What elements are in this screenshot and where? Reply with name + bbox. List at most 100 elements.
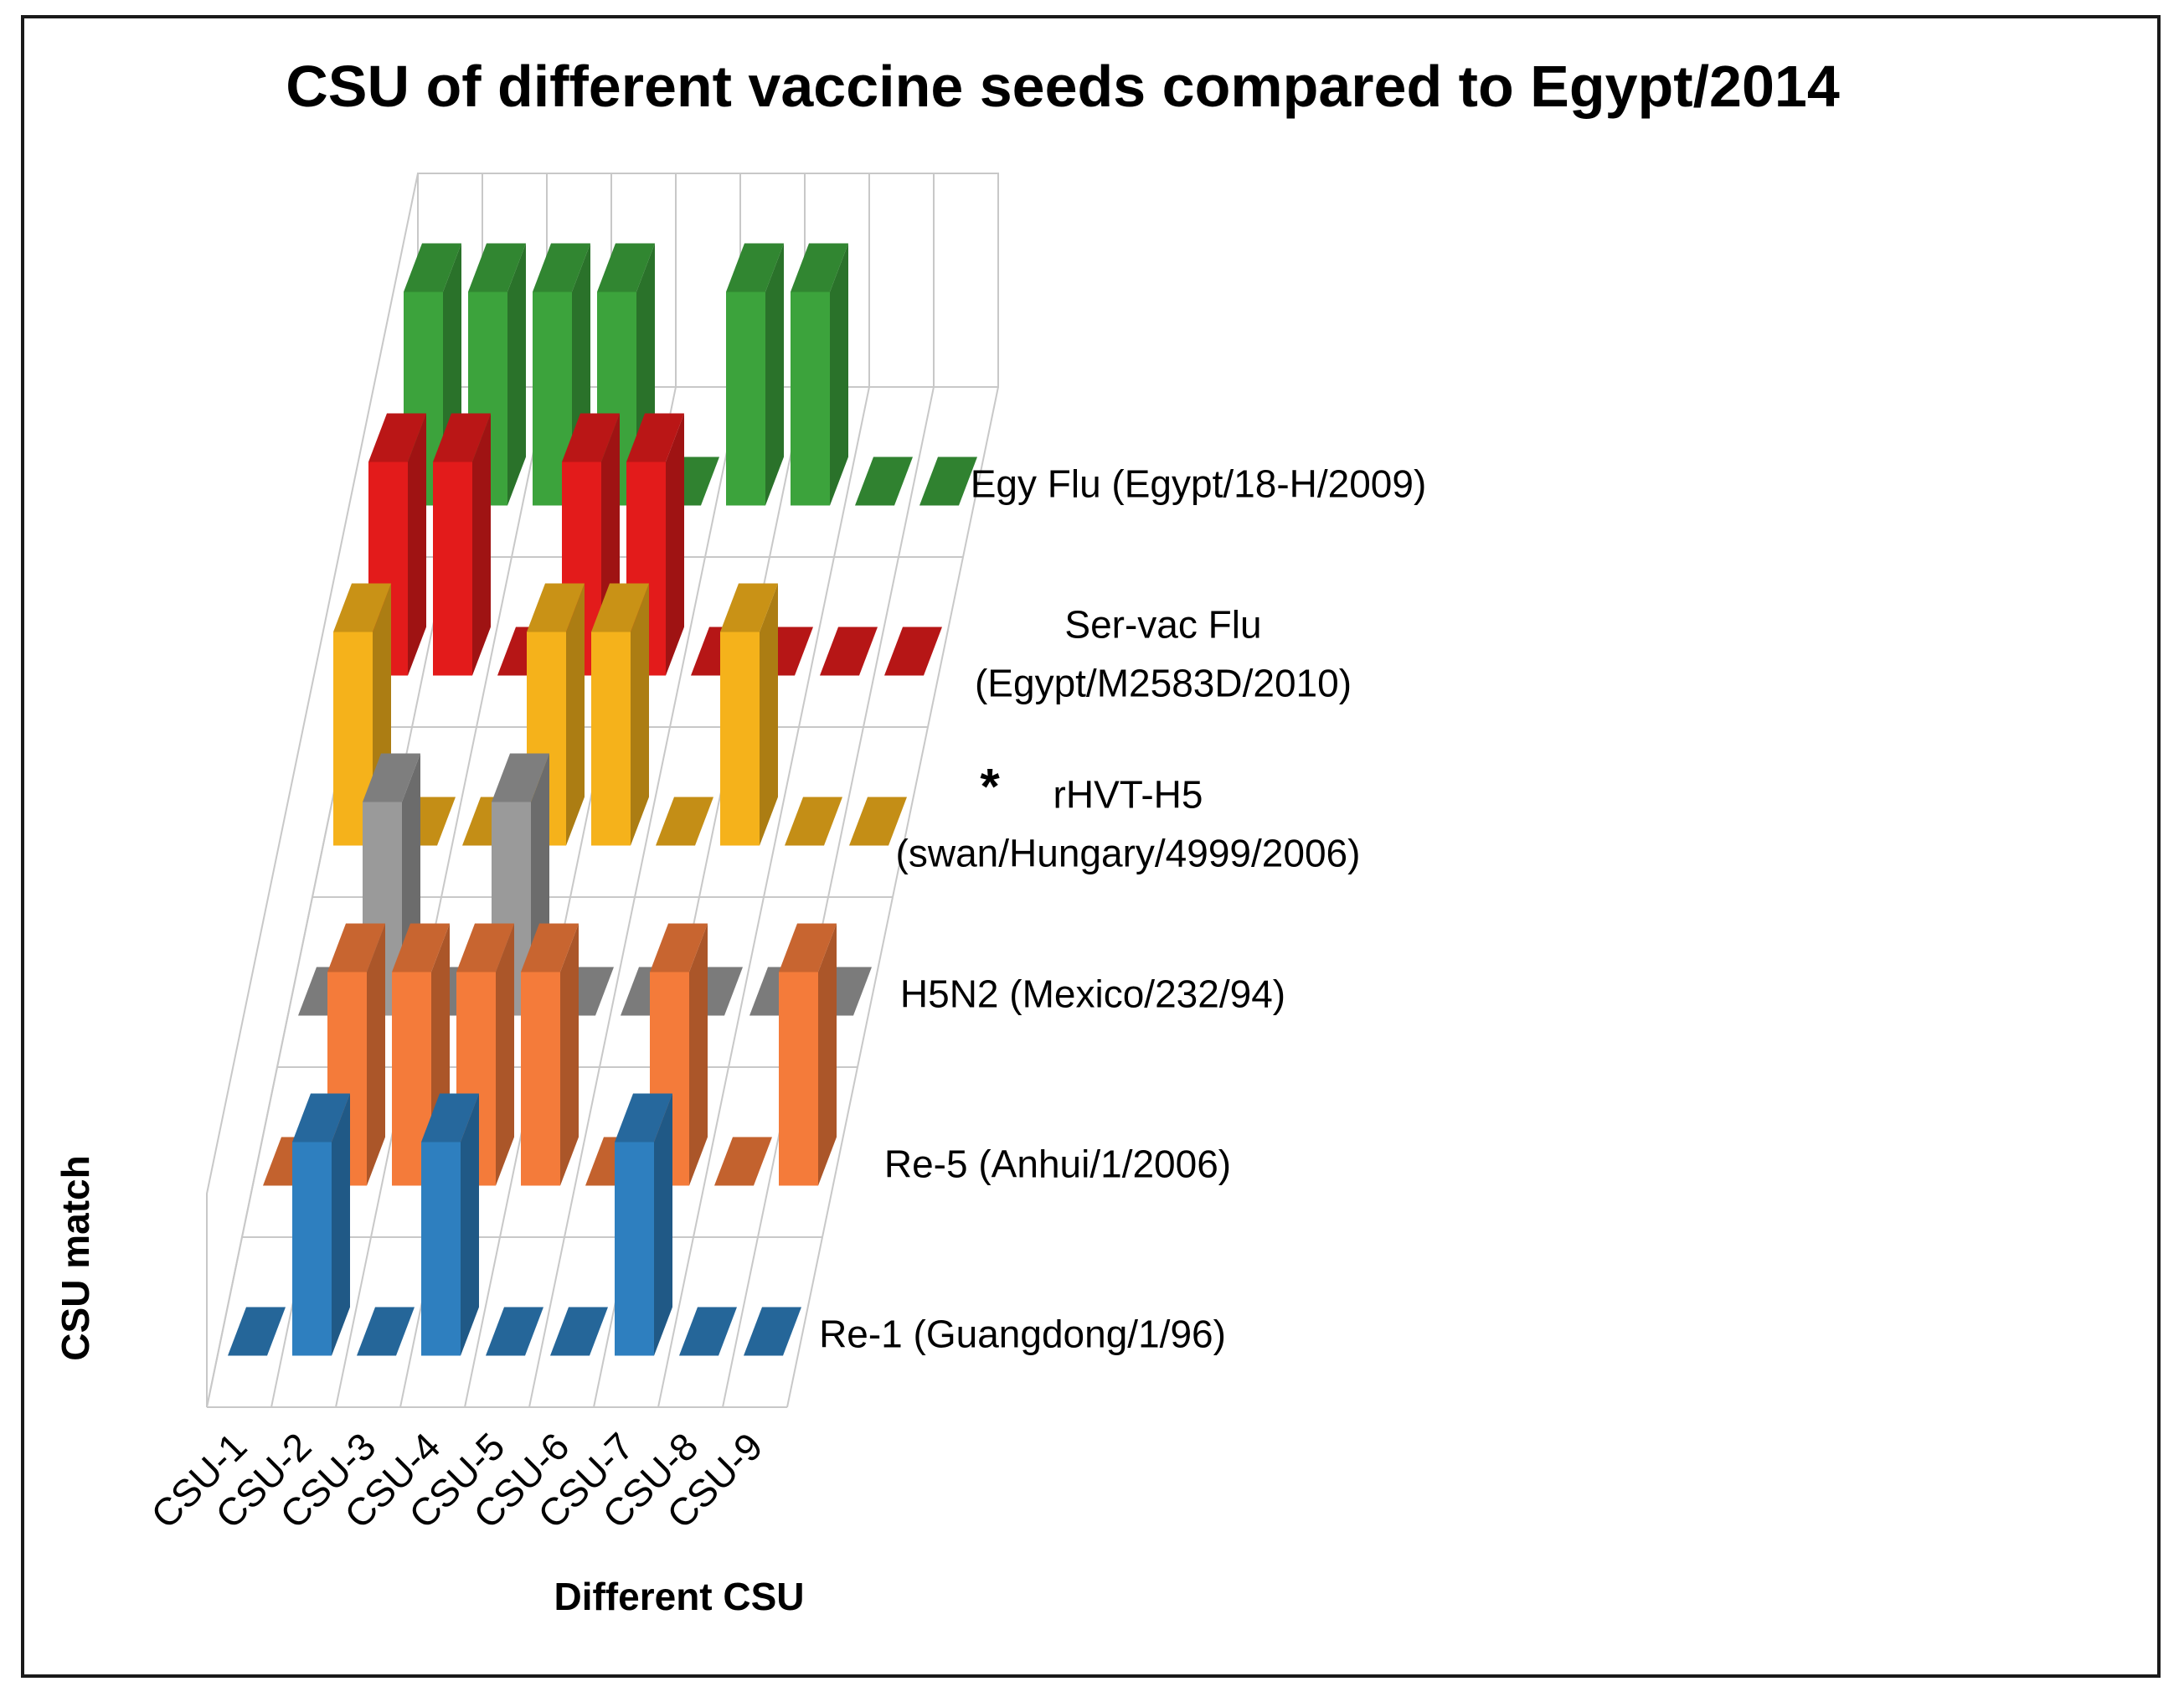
bar-re-1-csu-2: [292, 1093, 350, 1356]
bar-re-5-csu-8: [714, 1137, 772, 1186]
bar-egy-csu-2: [468, 243, 526, 506]
chart-frame: CSU of different vaccine seeds compared …: [21, 15, 2161, 1678]
bar-top: [650, 923, 708, 972]
bar-top: [626, 413, 684, 462]
bar-re-1-csu-4: [421, 1093, 479, 1356]
bar-ser-vac-csu-8: [820, 627, 878, 676]
bar-side: [654, 1093, 672, 1356]
bar-top: [726, 243, 784, 292]
bar-front: [779, 972, 818, 1186]
bar-side: [507, 243, 526, 506]
bar-re-1-csu-1: [228, 1307, 286, 1356]
bar-top: [779, 923, 837, 972]
bar-egy-csu-8: [855, 456, 913, 506]
bar-flat: [486, 1307, 543, 1356]
bar-top: [363, 753, 420, 802]
bar-ser-vac-csu-1: [368, 413, 426, 676]
bar-front: [292, 1142, 332, 1356]
bar-side: [830, 243, 848, 506]
bar-top: [333, 583, 391, 632]
bar-side: [472, 413, 491, 676]
bar-side: [461, 1093, 479, 1356]
bar-front: [615, 1142, 654, 1356]
chart-title: CSU of different vaccine seeds compared …: [286, 54, 1840, 119]
bar-front: [333, 632, 373, 846]
bar-side: [560, 923, 579, 1186]
bar-side: [496, 923, 514, 1186]
bar-side: [818, 923, 837, 1186]
bar-re-5-csu-7: [650, 923, 708, 1186]
bar-flat: [744, 1307, 801, 1356]
series-label: rHVT-H5 (swan/Hungary/4999/2006) *: [896, 759, 1361, 875]
bar-top: [492, 753, 549, 802]
bar-top: [562, 413, 620, 462]
bar-side: [367, 923, 385, 1186]
x-tick-labels: CSU-1CSU-2CSU-3CSU-4CSU-5CSU-6CSU-7CSU-8…: [142, 1424, 770, 1536]
bar-front: [533, 291, 572, 506]
bar-re-5-csu-5: [521, 923, 579, 1186]
bar-top: [468, 243, 526, 292]
bar-egy-csu-9: [919, 456, 977, 506]
series-label-line: Re-1 (Guangdong/1/96): [819, 1313, 1226, 1356]
series-label-line: Re-5 (Anhui/1/2006): [884, 1143, 1231, 1186]
bar-egy-csu-6: [726, 243, 784, 506]
bar-side: [631, 583, 649, 846]
bar-re-5-csu-9: [779, 923, 837, 1186]
bar-rhvt-h5-csu-5: [591, 583, 649, 846]
bar-top: [720, 583, 778, 632]
bar-re-1-csu-9: [744, 1307, 801, 1356]
series-label: Egy Flu (Egypt/18-H/2009): [971, 462, 1427, 506]
series-label-line: (swan/Hungary/4999/2006): [896, 832, 1361, 875]
bar-top: [791, 243, 848, 292]
bar-front: [421, 1142, 461, 1356]
bar-flat: [785, 797, 842, 846]
chart-svg: CSU of different vaccine seeds compared …: [54, 54, 1840, 1618]
bars-group: [228, 243, 977, 1356]
bar-front: [726, 291, 765, 506]
bar-flat: [820, 627, 878, 676]
bar-rhvt-h5-csu-6: [656, 797, 713, 846]
bar-flat: [357, 1307, 415, 1356]
bar-re-1-csu-8: [679, 1307, 737, 1356]
bar-flat: [919, 456, 977, 506]
bar-side: [689, 923, 708, 1186]
bar-re-1-csu-5: [486, 1307, 543, 1356]
bar-top: [392, 923, 450, 972]
bar-side: [765, 243, 784, 506]
bar-top: [615, 1093, 672, 1143]
bar-front: [791, 291, 830, 506]
bar-top: [591, 583, 649, 632]
bar-top: [404, 243, 461, 292]
bar-flat: [228, 1307, 286, 1356]
bar-flat: [679, 1307, 737, 1356]
bar-top: [521, 923, 579, 972]
series-asterisk: *: [980, 759, 1000, 815]
bar-side: [760, 583, 778, 846]
x-axis-title: Different CSU: [554, 1575, 804, 1618]
bar-ser-vac-csu-9: [884, 627, 942, 676]
bar-egy-csu-7: [791, 243, 848, 506]
bar-rhvt-h5-csu-7: [720, 583, 778, 846]
bar-top: [533, 243, 590, 292]
bar-flat: [656, 797, 713, 846]
bar-top: [456, 923, 514, 972]
series-label: H5N2 (Mexico/232/94): [900, 972, 1285, 1016]
series-label: Ser-vac Flu (Egypt/M2583D/2010): [975, 603, 1352, 705]
bar-re-1-csu-6: [550, 1307, 608, 1356]
series-label-line: Ser-vac Flu: [1064, 603, 1261, 647]
bar-side: [566, 583, 585, 846]
series-label-line: rHVT-H5: [1053, 773, 1203, 817]
bar-top: [327, 923, 385, 972]
bar-front: [392, 972, 431, 1186]
bar-flat: [849, 797, 907, 846]
bar-rhvt-h5-csu-9: [849, 797, 907, 846]
bar-flat: [714, 1137, 772, 1186]
series-label: Re-1 (Guangdong/1/96): [819, 1313, 1226, 1356]
bar-front: [433, 462, 472, 676]
bar-re-1-csu-7: [615, 1093, 672, 1356]
bar-flat: [855, 456, 913, 506]
bar-front: [720, 632, 760, 846]
y-axis-title: CSU match: [54, 1155, 97, 1360]
bar-top: [421, 1093, 479, 1143]
series-label-line: (Egypt/M2583D/2010): [975, 662, 1352, 705]
